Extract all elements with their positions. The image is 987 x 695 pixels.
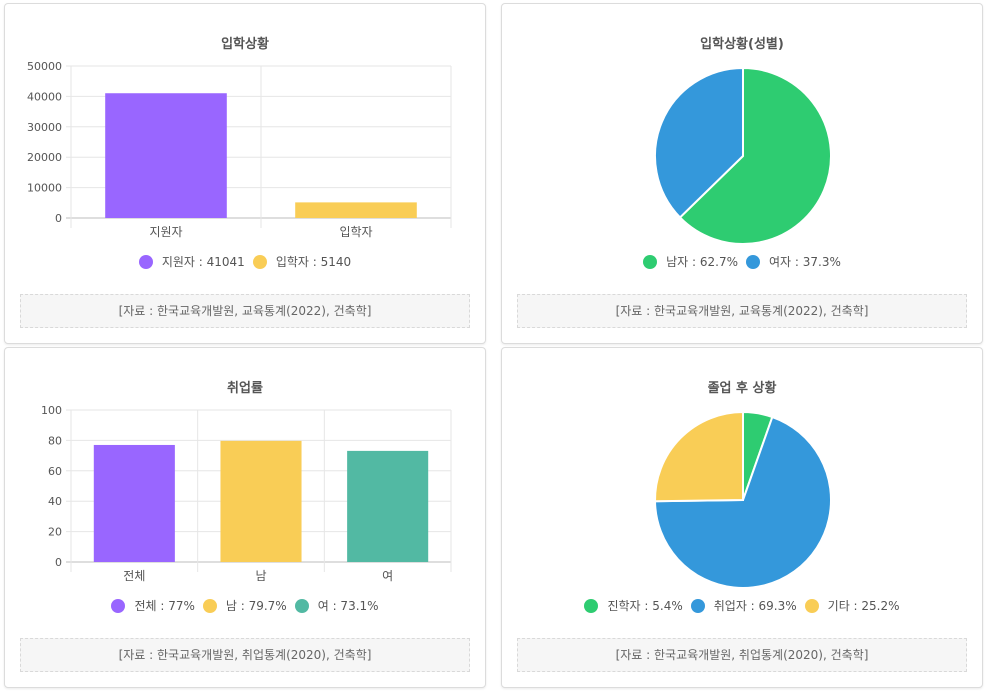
chart-legend: 지원자 : 41041 입학자 : 5140: [5, 253, 485, 270]
admission-chart-card: 입학상황 0 10000 20000 30000 40000 50000 지원자 입학자 지원…: [4, 3, 486, 344]
bar: [295, 202, 417, 218]
bar: [347, 450, 429, 562]
pie-slice: [654, 410, 744, 503]
x-tick-label: 입학자: [339, 225, 372, 239]
legend-swatch: [584, 598, 599, 613]
chart-legend: 전체 : 77% 남 : 79.7% 여 : 73.1%: [5, 597, 485, 614]
legend-swatch: [690, 598, 705, 613]
legend-item: 진학자 : 5.4%: [584, 597, 683, 614]
chart-legend: 남자 : 62.7% 여자 : 37.3%: [502, 253, 982, 270]
legend-label: 기타 : 25.2%: [827, 599, 900, 613]
chart-title: 입학상황: [221, 37, 269, 52]
source-note: [자료 : 한국교육개발원, 취업통계(2020), 건축학]: [20, 638, 470, 672]
legend-swatch: [111, 598, 126, 613]
chart-title: 졸업 후 상황: [707, 381, 777, 396]
x-tick-label: 지원자: [149, 225, 182, 239]
employment-rate-bar-chart: 0 20 40 60 80 100 전체 남 여: [41, 404, 452, 583]
bar: [93, 444, 175, 562]
legend-label: 취업자 : 69.3%: [713, 599, 797, 613]
y-tick-label: 80: [48, 434, 62, 447]
legend-label: 남 : 79.7%: [225, 599, 287, 613]
legend-swatch: [643, 254, 658, 269]
bar: [220, 440, 302, 562]
employment-rate-chart-card: 취업률 0 20 40 60 80 100 전체 남 여 전체 : 77% 남 : 79.7% 여 …: [4, 347, 486, 688]
y-tick-label: 50000: [27, 60, 62, 73]
y-tick-label: 60: [48, 465, 62, 478]
chart-title: 입학상황(성별): [700, 37, 784, 52]
legend-label: 입학자 : 5140: [275, 255, 352, 269]
admission-gender-chart-card: 입학상황(성별) 남자 : 62.7% 여자 : 37.3% [자료 : 한국교육…: [501, 3, 983, 344]
x-tick-label: 남: [255, 569, 266, 583]
pie-slice: [678, 66, 832, 245]
legend-swatch: [804, 598, 819, 613]
legend-swatch: [746, 254, 760, 269]
legend-item: 여 : 73.1%: [294, 597, 379, 614]
bar: [105, 93, 227, 218]
legend-swatch: [294, 598, 309, 613]
legend-label: 진학자 : 5.4%: [607, 599, 683, 613]
y-tick-label: 0: [55, 556, 62, 569]
y-tick-label: 40: [48, 495, 62, 508]
admission-bar-chart: 0 10000 20000 30000 40000 50000 지원자 입학자: [27, 60, 452, 239]
chart-legend: 진학자 : 5.4% 취업자 : 69.3% 기타 : 25.2%: [502, 597, 982, 614]
y-tick-label: 10000: [27, 182, 62, 195]
legend-item: 취업자 : 69.3%: [690, 597, 797, 614]
legend-item: 남자 : 62.7%: [643, 253, 738, 270]
x-tick-label: 여: [382, 569, 393, 583]
after-graduation-pie-chart: [653, 410, 832, 589]
y-tick-label: 40000: [27, 90, 62, 103]
admission-gender-pie-chart: [654, 66, 832, 245]
legend-label: 여자 : 37.3%: [769, 255, 841, 269]
y-tick-label: 30000: [27, 121, 62, 134]
pie-slice: [653, 415, 832, 589]
legend-swatch: [202, 598, 217, 613]
source-note: [자료 : 한국교육개발원, 취업통계(2020), 건축학]: [517, 638, 967, 672]
y-tick-label: 20000: [27, 151, 62, 164]
legend-label: 지원자 : 41041: [161, 255, 245, 269]
legend-label: 전체 : 77%: [134, 599, 195, 613]
legend-item: 지원자 : 41041: [138, 253, 245, 270]
legend-item: 기타 : 25.2%: [804, 597, 900, 614]
source-note: [자료 : 한국교육개발원, 교육통계(2022), 건축학]: [517, 294, 967, 328]
y-tick-label: 0: [55, 212, 62, 225]
source-note: [자료 : 한국교육개발원, 교육통계(2022), 건축학]: [20, 294, 470, 328]
legend-item: 여자 : 37.3%: [746, 253, 841, 270]
legend-label: 여 : 73.1%: [317, 599, 379, 613]
x-tick-label: 전체: [123, 569, 145, 583]
legend-swatch: [138, 254, 153, 269]
legend-item: 남 : 79.7%: [202, 597, 287, 614]
y-tick-label: 20: [48, 526, 62, 539]
legend-item: 입학자 : 5140: [252, 253, 352, 270]
after-graduation-chart-card: 졸업 후 상황 진학자 : 5.4% 취업자 : 69.3% 기타 : 25.2% …: [501, 347, 983, 688]
pie-slice: [654, 66, 744, 219]
chart-title: 취업률: [227, 381, 263, 396]
legend-label: 남자 : 62.7%: [666, 255, 738, 269]
y-tick-label: 100: [41, 404, 62, 417]
legend-swatch: [252, 254, 267, 269]
legend-item: 전체 : 77%: [111, 597, 195, 614]
